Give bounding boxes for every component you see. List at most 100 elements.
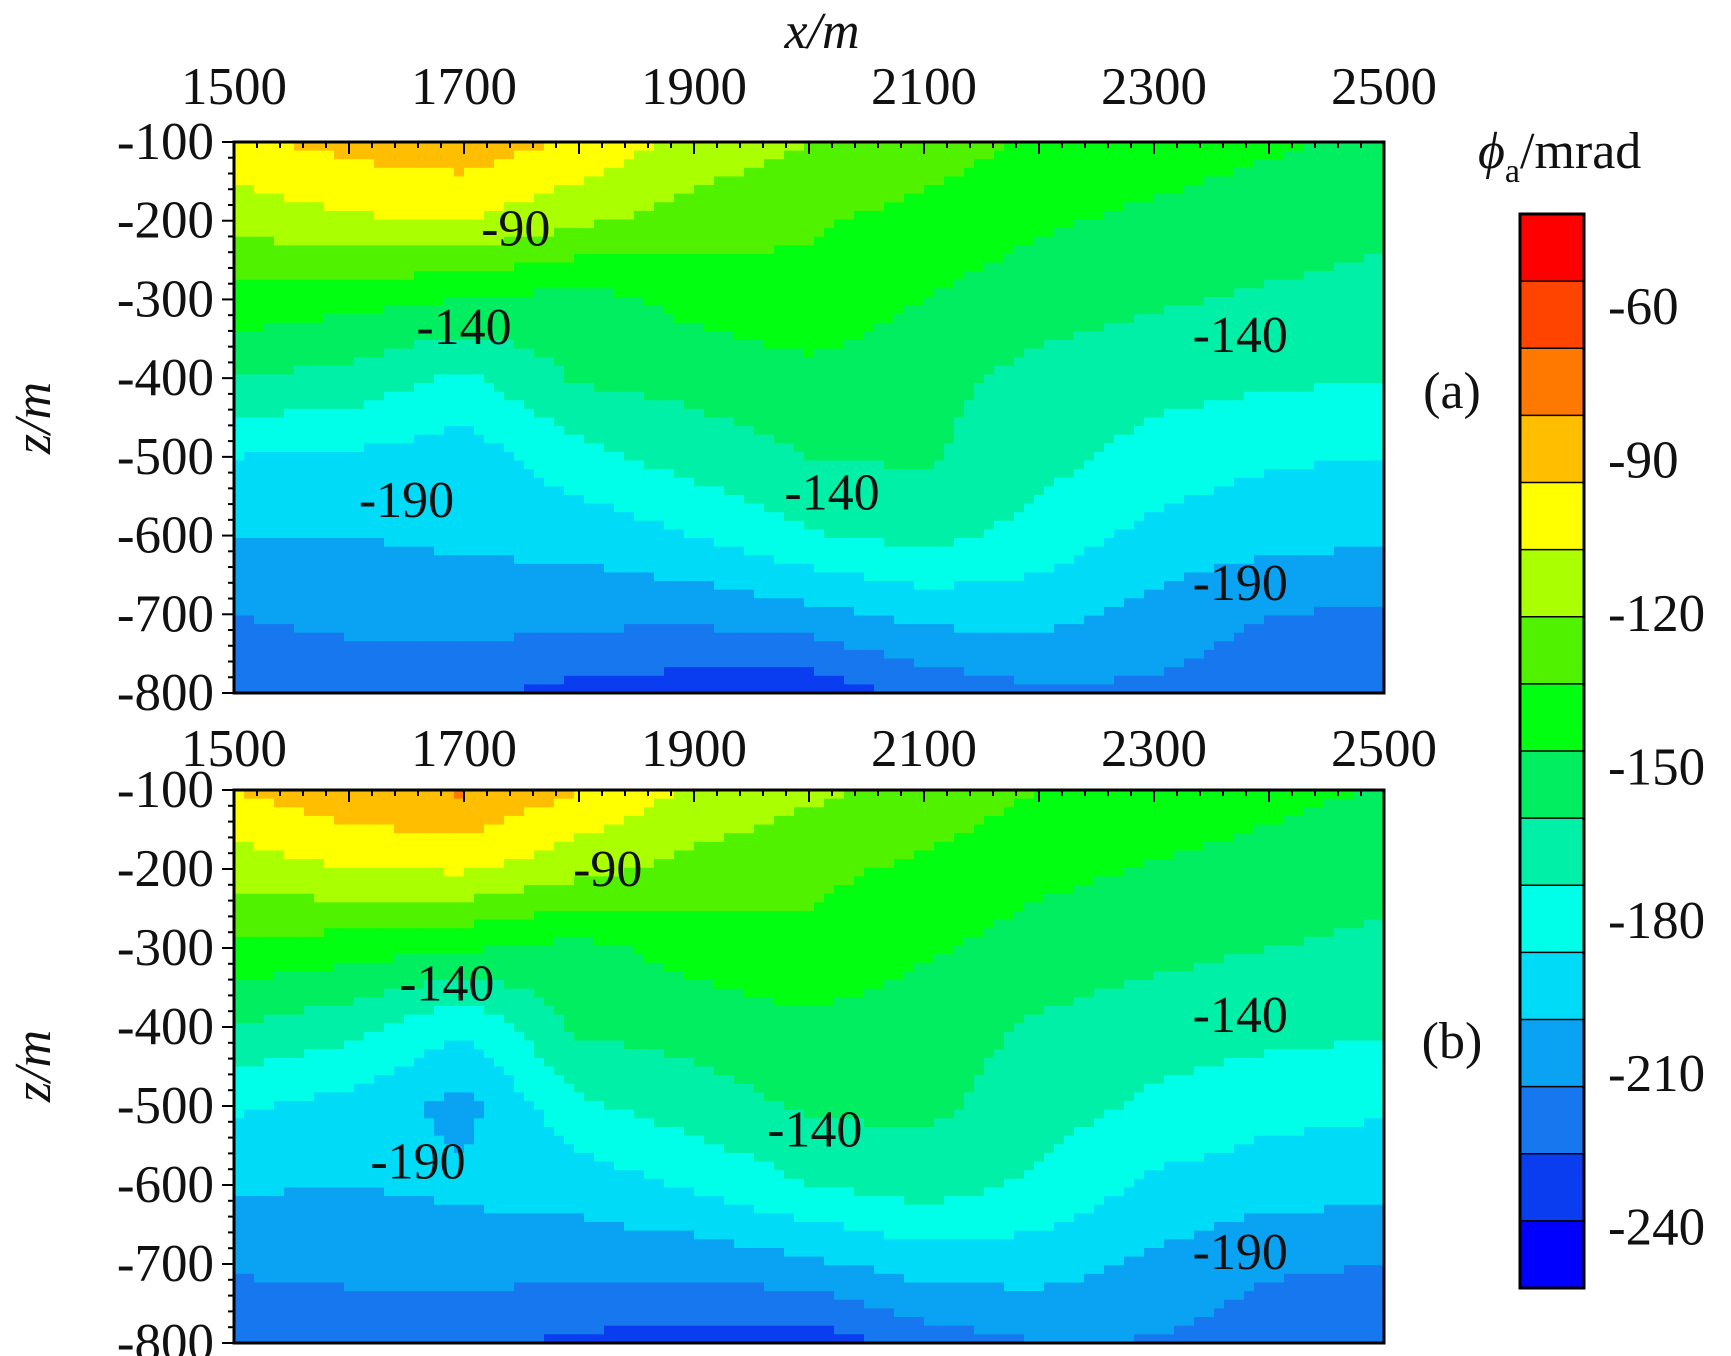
field-cell <box>1034 193 1045 203</box>
field-cell <box>484 391 495 401</box>
field-cell <box>1304 236 1315 246</box>
field-cell <box>454 357 465 367</box>
field-cell <box>634 357 645 367</box>
field-cell <box>1054 305 1065 315</box>
field-cell <box>644 331 655 341</box>
field-cell <box>1004 185 1015 195</box>
field-cell <box>584 469 595 479</box>
field-cell <box>334 340 345 350</box>
field-cell <box>1104 167 1115 178</box>
field-cell <box>884 469 895 479</box>
field-cell <box>1254 288 1265 298</box>
field-cell <box>754 494 765 505</box>
field-cell <box>774 400 785 410</box>
field-cell <box>684 271 695 281</box>
field-cell <box>824 210 835 221</box>
field-cell <box>1344 193 1355 203</box>
field-cell <box>514 357 525 367</box>
field-cell <box>264 434 275 444</box>
field-cell <box>1204 486 1215 496</box>
field-cell <box>554 434 565 444</box>
field-cell <box>664 228 675 238</box>
field-cell <box>644 305 655 315</box>
field-cell <box>1244 142 1255 152</box>
field-cell <box>1274 331 1285 341</box>
field-cell <box>484 469 495 479</box>
field-cell <box>1024 176 1035 186</box>
field-cell <box>674 288 685 298</box>
field-cell <box>984 383 995 393</box>
field-cell <box>1004 305 1015 315</box>
field-cell <box>654 331 665 341</box>
field-cell <box>1334 193 1345 203</box>
field-cell <box>814 305 825 315</box>
field-cell <box>874 348 885 358</box>
field-cell <box>1284 383 1295 393</box>
field-cell <box>414 477 425 487</box>
field-cell <box>1224 400 1235 410</box>
field-cell <box>1144 331 1155 341</box>
field-cell <box>514 408 525 419</box>
field-cell <box>304 374 315 384</box>
field-cell <box>1334 408 1345 419</box>
field-cell <box>834 469 845 479</box>
field-cell <box>574 477 585 487</box>
field-cell <box>1174 322 1185 333</box>
field-cell <box>364 486 375 496</box>
field-cell <box>634 383 645 393</box>
field-cell <box>264 477 275 487</box>
field-cell <box>974 494 985 505</box>
field-cell <box>274 365 285 376</box>
field-cell <box>534 357 545 367</box>
field-cell <box>1124 314 1135 324</box>
field-cell <box>654 305 665 315</box>
field-cell <box>1004 348 1015 358</box>
field-cell <box>1054 374 1065 384</box>
field-cell <box>264 219 275 229</box>
field-cell <box>774 460 785 470</box>
field-cell <box>764 253 775 264</box>
field-cell <box>824 348 835 358</box>
field-cell <box>404 503 415 513</box>
field-cell <box>444 494 455 505</box>
field-cell <box>1024 314 1035 324</box>
field-cell <box>544 477 555 487</box>
field-cell <box>1174 374 1185 384</box>
field-cell <box>494 288 505 298</box>
field-cell <box>344 400 355 410</box>
field-cell <box>1294 477 1305 487</box>
field-cell <box>404 288 415 298</box>
field-cell <box>554 271 565 281</box>
field-cell <box>684 408 695 419</box>
field-cell <box>784 228 795 238</box>
field-cell <box>824 331 835 341</box>
field-cell <box>1174 228 1185 238</box>
field-cell <box>544 383 555 393</box>
field-cell <box>1034 357 1045 367</box>
field-cell <box>674 512 685 522</box>
field-cell <box>634 451 645 462</box>
field-cell <box>744 477 755 487</box>
field-cell <box>1254 331 1265 341</box>
field-cell <box>1094 193 1105 203</box>
field-cell <box>304 176 315 186</box>
field-cell <box>764 434 775 444</box>
field-cell <box>1154 426 1165 436</box>
field-cell <box>1104 374 1115 384</box>
field-cell <box>1274 426 1285 436</box>
field-cell <box>1214 443 1225 453</box>
field-cell <box>254 434 265 444</box>
field-cell <box>394 210 405 221</box>
field-cell <box>904 202 915 212</box>
field-cell <box>284 236 295 246</box>
field-cell <box>1194 400 1205 410</box>
field-cell <box>954 271 965 281</box>
field-cell <box>484 512 495 522</box>
field-cell <box>544 236 555 246</box>
field-cell <box>1204 159 1215 169</box>
field-cell <box>1184 193 1195 203</box>
field-cell <box>1214 262 1225 272</box>
field-cell <box>294 486 305 496</box>
field-cell <box>834 357 845 367</box>
field-cell <box>284 228 295 238</box>
